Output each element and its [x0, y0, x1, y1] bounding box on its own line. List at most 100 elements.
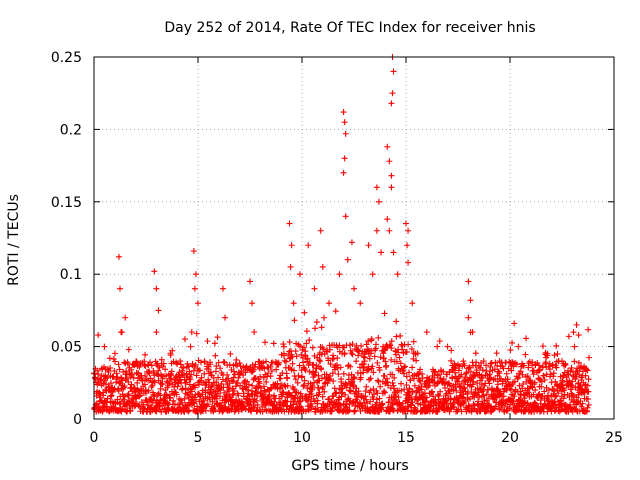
- data-point: [348, 239, 355, 246]
- data-point: [388, 100, 395, 107]
- data-point: [160, 360, 167, 367]
- data-point: [416, 370, 423, 377]
- data-point: [553, 364, 560, 371]
- data-point: [527, 378, 534, 385]
- data-point: [453, 387, 460, 394]
- data-point: [437, 375, 444, 382]
- data-point: [262, 339, 269, 346]
- data-point: [567, 368, 574, 375]
- data-point: [326, 373, 333, 380]
- data-point: [117, 285, 123, 292]
- data-point: [198, 374, 205, 381]
- data-point: [344, 396, 351, 403]
- data-point: [148, 362, 155, 369]
- data-point: [440, 368, 447, 375]
- data-point: [269, 359, 276, 366]
- data-point: [418, 386, 425, 393]
- data-point: [467, 297, 474, 304]
- data-point: [429, 388, 436, 395]
- data-point: [405, 227, 412, 234]
- data-point: [103, 381, 110, 388]
- data-point: [554, 350, 561, 357]
- data-point: [496, 370, 503, 377]
- data-point: [460, 384, 467, 391]
- data-point: [332, 308, 339, 315]
- data-point: [374, 377, 381, 384]
- data-point: [452, 369, 459, 376]
- data-point: [465, 314, 472, 321]
- data-point: [409, 300, 416, 307]
- data-point: [104, 395, 111, 402]
- data-point: [170, 397, 177, 404]
- data-point: [122, 314, 129, 321]
- data-point: [208, 383, 215, 390]
- data-point: [409, 399, 416, 406]
- data-point: [207, 361, 214, 368]
- data-point: [284, 382, 291, 389]
- data-point: [342, 213, 349, 220]
- data-point: [158, 356, 165, 363]
- data-point: [105, 368, 112, 375]
- data-point: [357, 374, 364, 381]
- data-point: [311, 379, 318, 386]
- data-point: [213, 363, 220, 370]
- data-point: [435, 371, 442, 378]
- data-point: [544, 350, 551, 357]
- data-point: [107, 380, 114, 387]
- data-point: [187, 376, 194, 383]
- data-point: [141, 372, 148, 379]
- data-point: [179, 399, 186, 406]
- data-point: [448, 357, 455, 364]
- data-point: [280, 341, 287, 348]
- data-point: [126, 402, 133, 409]
- data-point: [499, 396, 506, 403]
- data-point: [345, 408, 352, 415]
- data-point: [444, 343, 451, 350]
- data-point: [496, 358, 503, 365]
- data-point: [271, 392, 278, 399]
- data-point: [422, 399, 429, 406]
- data-point: [213, 379, 220, 386]
- data-point: [118, 374, 125, 381]
- data-point: [367, 387, 374, 394]
- data-point: [583, 366, 590, 373]
- x-axis-label: GPS time / hours: [291, 458, 408, 474]
- data-point: [341, 350, 348, 357]
- data-point: [151, 372, 158, 379]
- data-point: [347, 363, 354, 370]
- data-point: [404, 242, 411, 249]
- data-point: [137, 392, 144, 399]
- data-point: [436, 392, 443, 399]
- data-point: [295, 389, 302, 396]
- data-point: [367, 375, 374, 382]
- data-point: [168, 376, 175, 383]
- data-point: [389, 379, 396, 386]
- data-point: [395, 349, 402, 356]
- data-point: [286, 339, 293, 346]
- data-point: [411, 382, 418, 389]
- data-point: [125, 390, 132, 397]
- data-point: [366, 376, 373, 383]
- data-point: [229, 391, 236, 398]
- data-point: [193, 330, 200, 337]
- data-point: [181, 336, 188, 343]
- data-point: [173, 391, 180, 398]
- data-point: [401, 364, 408, 371]
- data-point: [369, 271, 376, 278]
- data-point: [393, 318, 400, 325]
- data-point: [358, 342, 365, 349]
- data-point: [318, 366, 325, 373]
- data-point: [177, 397, 184, 404]
- data-point: [280, 343, 287, 350]
- y-tick-label: 0: [73, 412, 82, 428]
- data-point: [503, 370, 510, 377]
- data-point: [274, 380, 281, 387]
- data-point: [330, 352, 337, 359]
- data-point: [316, 389, 323, 396]
- data-point: [529, 359, 536, 366]
- data-point: [349, 341, 356, 348]
- data-point: [233, 356, 240, 363]
- data-point: [338, 390, 345, 397]
- data-point: [342, 130, 349, 137]
- data-point: [156, 364, 163, 371]
